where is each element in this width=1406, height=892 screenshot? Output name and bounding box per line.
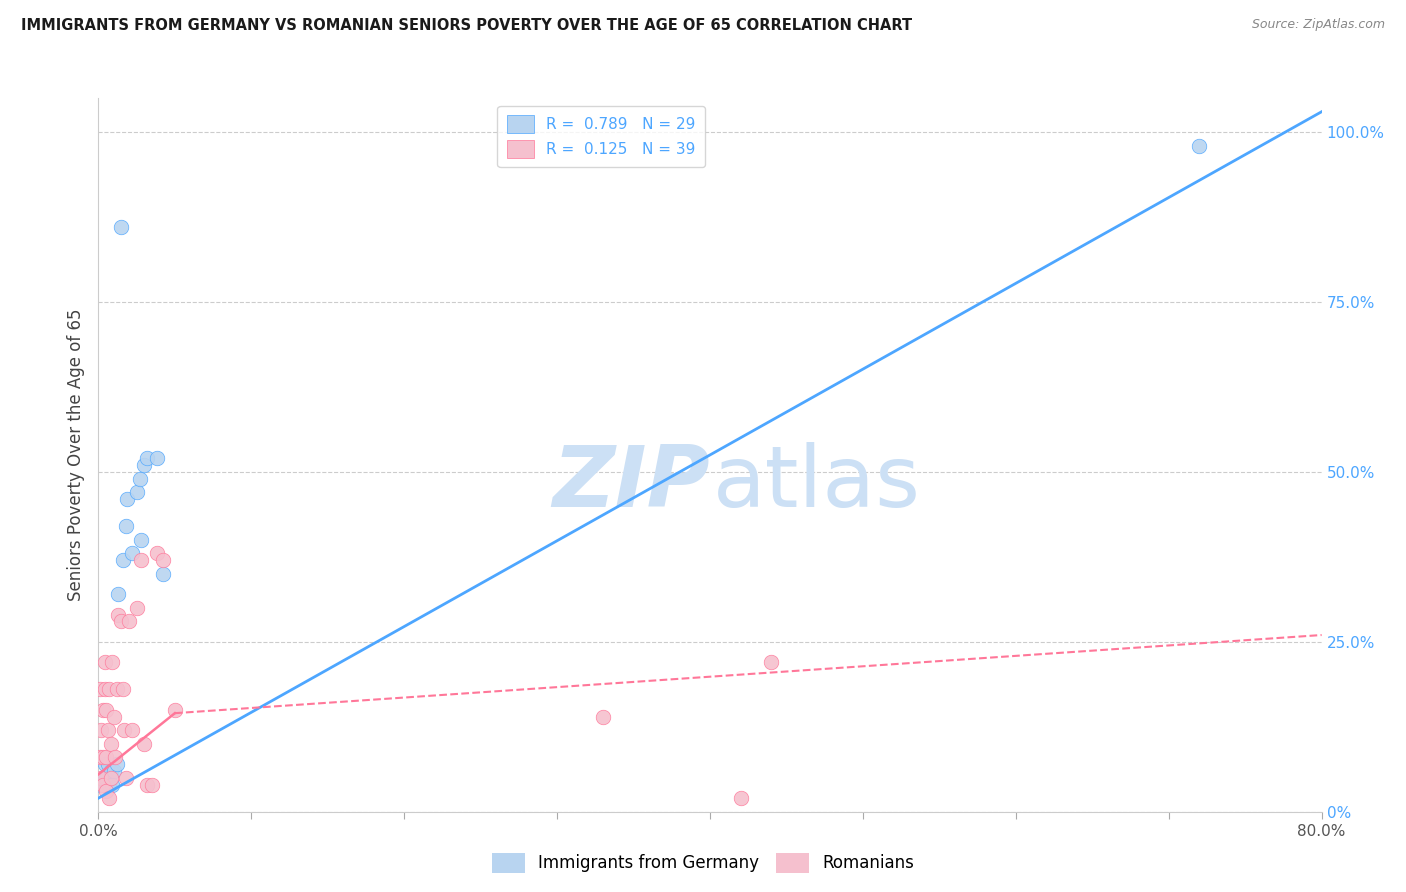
Point [592, 709, 614, 723]
Point [118, 615, 141, 629]
Point [98, 791, 121, 805]
Point [125, 485, 148, 500]
Point [134, 458, 156, 472]
Point [128, 472, 150, 486]
Point [90, 723, 112, 738]
Legend: Immigrants from Germany, Romanians: Immigrants from Germany, Romanians [485, 847, 921, 880]
Point [115, 519, 138, 533]
Point [112, 723, 135, 738]
Point [90, 771, 112, 785]
Point [90, 778, 112, 792]
Point [97, 723, 120, 738]
Point [93, 771, 115, 785]
Point [101, 655, 124, 669]
Point [94, 784, 117, 798]
Point [145, 451, 167, 466]
Point [103, 764, 125, 778]
Point [100, 764, 122, 778]
Point [93, 757, 115, 772]
Point [91, 778, 114, 792]
Point [730, 791, 752, 805]
Point [89, 682, 111, 697]
Point [129, 533, 152, 547]
Point [98, 778, 121, 792]
Point [101, 778, 124, 792]
Text: Source: ZipAtlas.com: Source: ZipAtlas.com [1251, 18, 1385, 31]
Point [100, 771, 122, 785]
Point [121, 723, 143, 738]
Point [111, 553, 134, 567]
Point [134, 737, 156, 751]
Text: atlas: atlas [713, 442, 921, 525]
Point [117, 492, 139, 507]
Point [105, 757, 128, 772]
Point [759, 655, 782, 669]
Point [107, 607, 129, 622]
Point [115, 771, 138, 785]
Point [94, 771, 117, 785]
Point [121, 546, 143, 560]
Point [97, 757, 120, 772]
Point [125, 600, 148, 615]
Point [107, 587, 129, 601]
Point [93, 682, 115, 697]
Point [100, 737, 122, 751]
Point [145, 546, 167, 560]
Point [111, 682, 134, 697]
Point [104, 750, 127, 764]
Point [152, 553, 174, 567]
Text: ZIP: ZIP [553, 442, 710, 525]
Point [110, 615, 132, 629]
Legend: R =  0.789   N = 29, R =  0.125   N = 39: R = 0.789 N = 29, R = 0.125 N = 39 [498, 106, 704, 167]
Point [152, 566, 174, 581]
Point [94, 750, 117, 764]
Point [136, 778, 159, 792]
Point [94, 703, 117, 717]
Text: IMMIGRANTS FROM GERMANY VS ROMANIAN SENIORS POVERTY OVER THE AGE OF 65 CORRELATI: IMMIGRANTS FROM GERMANY VS ROMANIAN SENI… [21, 18, 912, 33]
Point [98, 682, 121, 697]
Point [91, 703, 114, 717]
Point [103, 709, 125, 723]
Point [163, 703, 186, 717]
Point [105, 682, 128, 697]
Point [110, 220, 132, 235]
Point [89, 750, 111, 764]
Point [91, 750, 114, 764]
Y-axis label: Seniors Poverty Over the Age of 65: Seniors Poverty Over the Age of 65 [66, 309, 84, 601]
Point [1188, 138, 1211, 153]
Point [136, 451, 159, 466]
Point [129, 553, 152, 567]
Point [93, 655, 115, 669]
Point [141, 778, 163, 792]
